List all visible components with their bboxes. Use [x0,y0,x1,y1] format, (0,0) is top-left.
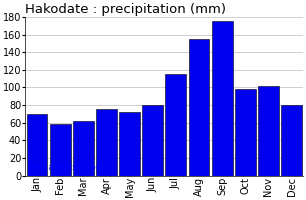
Bar [166,74,186,176]
Bar [188,39,210,176]
Bar [142,105,163,176]
Text: Hakodate : precipitation (mm): Hakodate : precipitation (mm) [25,3,226,16]
Bar [235,89,256,176]
Text: www.allmetsat.com: www.allmetsat.com [28,163,103,172]
Bar [73,121,94,176]
Bar [96,109,117,176]
Bar [281,105,302,176]
Bar [119,112,140,176]
Bar [212,21,233,176]
Bar [50,124,71,176]
Bar [27,114,47,176]
Bar [258,86,279,176]
